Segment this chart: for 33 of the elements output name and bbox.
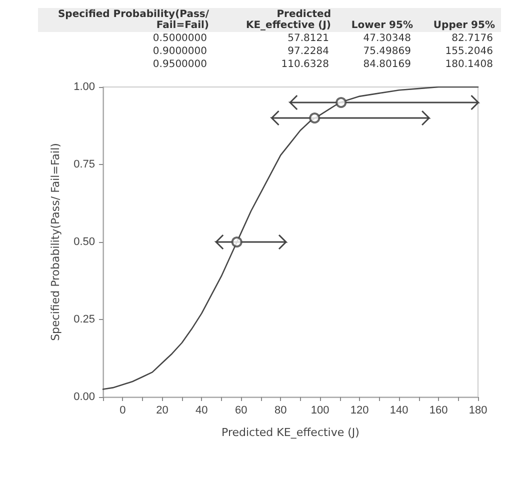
point (309, 112, 320, 124)
x-tick-label: 100 (310, 404, 330, 416)
x-tick-label: 80 (274, 404, 287, 416)
text: 75.49869 (362, 45, 412, 58)
text: 155.2046 (444, 45, 494, 58)
text: 180.1408 (444, 58, 494, 71)
y-tick-label: 0.50 (74, 236, 95, 248)
text: 57.8121 (286, 32, 330, 45)
x-tick-label: 60 (235, 404, 248, 416)
line-series (102, 86, 479, 390)
x-tick-label: 120 (350, 404, 369, 416)
text: 84.80169 (362, 58, 412, 71)
text: 0.9500000 (152, 58, 208, 71)
y-tick-label: 0.75 (74, 158, 95, 170)
y-tick-label: 0.25 (74, 314, 95, 326)
point (336, 97, 347, 108)
y-tick-label: 1.00 (74, 81, 95, 93)
point (231, 236, 242, 248)
x-tick-label: 160 (429, 404, 448, 416)
text: 82.7176 (450, 32, 494, 45)
x-tick-label: 140 (390, 404, 408, 416)
text: 0.9000000 (152, 45, 208, 58)
text: 0.5000000 (152, 32, 208, 45)
x-tick-label: 0 (120, 404, 126, 416)
x-tick-label: 40 (196, 404, 208, 416)
y-tick-label: 0.00 (74, 391, 95, 403)
x-tick-label: 20 (156, 404, 168, 416)
text: 47.30348 (362, 32, 412, 45)
x-axis-title: Predicted KE_effective (J) (222, 426, 360, 439)
text: 97.2284 (286, 45, 330, 58)
x-tick-label: 180 (468, 404, 488, 416)
text: 110.6328 (280, 58, 330, 71)
y-axis-title: Specified Probability(Pass/ Fail=Fail) (49, 143, 62, 341)
